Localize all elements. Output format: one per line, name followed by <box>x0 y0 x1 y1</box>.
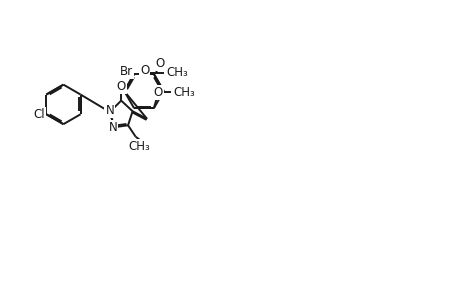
Text: N: N <box>105 104 114 117</box>
Text: O: O <box>140 64 149 77</box>
Text: CH₃: CH₃ <box>167 66 188 80</box>
Text: CH₃: CH₃ <box>128 140 150 153</box>
Text: N: N <box>108 121 117 134</box>
Text: O: O <box>156 57 165 70</box>
Text: Br: Br <box>119 65 132 78</box>
Text: O: O <box>116 80 126 93</box>
Text: Cl: Cl <box>33 108 45 121</box>
Text: CH₃: CH₃ <box>173 86 195 99</box>
Text: O: O <box>153 86 162 99</box>
